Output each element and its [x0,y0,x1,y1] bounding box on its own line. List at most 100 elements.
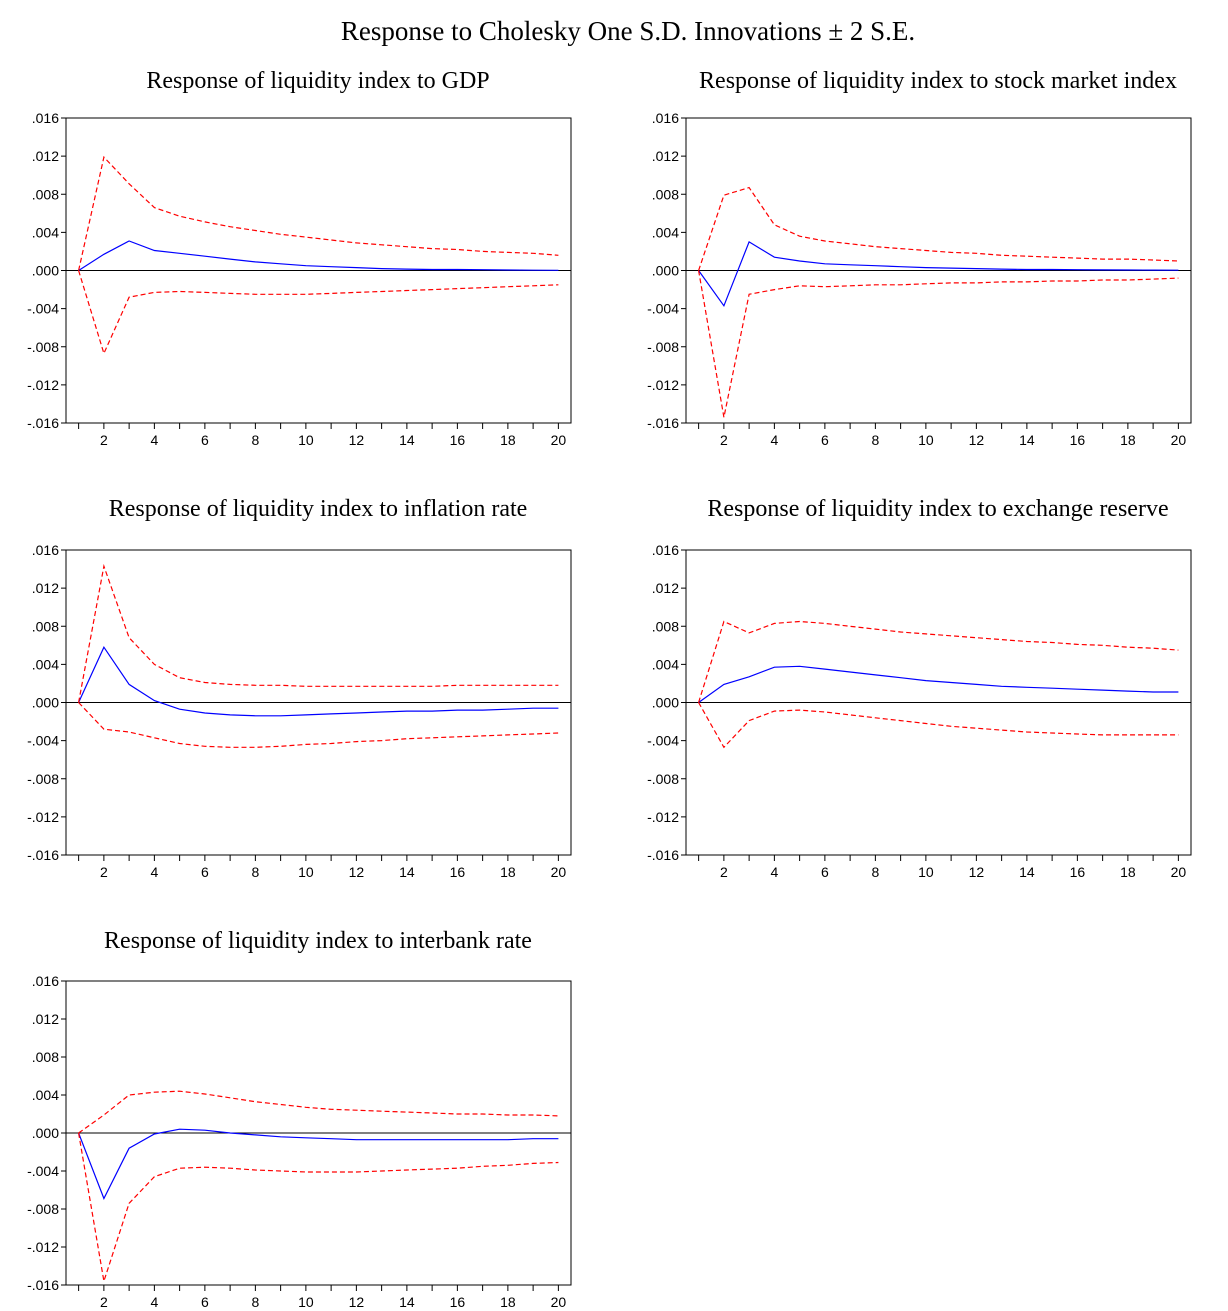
y-tick-label: .012 [652,148,679,164]
x-tick-label: 2 [100,1294,108,1310]
x-tick-label: 4 [150,864,158,880]
x-tick-label: 2 [100,864,108,880]
panel-title: Response of liquidity index to stock mar… [699,68,1177,94]
x-tick-label: 6 [201,864,209,880]
chart-panel: Response of liquidity index to inflation… [27,496,572,880]
lower-band-line [78,270,559,356]
y-tick-label: -.016 [27,1277,59,1293]
x-tick-label: 16 [1070,432,1086,448]
y-tick-label: -.012 [27,1239,59,1255]
x-tick-label: 12 [969,432,985,448]
y-tick-label: -.004 [27,733,59,749]
x-tick-label: 10 [298,432,314,448]
y-tick-label: -.004 [647,733,679,749]
x-tick-label: 4 [770,864,778,880]
y-tick-label: .000 [652,695,679,711]
y-tick-label: .016 [32,542,59,558]
chart-panels: Response of liquidity index to GDP .016 .0… [27,68,1192,1310]
y-tick-label: .004 [652,224,679,240]
x-tick-label: 18 [1120,432,1136,448]
y-tick-label: .000 [652,263,679,279]
response-line [78,1128,559,1200]
lower-band-line [78,702,559,748]
y-tick-label: .008 [32,618,59,634]
upper-band-line [78,155,559,271]
x-tick-label: 14 [399,864,415,880]
y-tick-label: .016 [652,542,679,558]
x-tick-label: 18 [1120,864,1136,880]
y-tick-label: -.016 [647,415,679,431]
x-tick-label: 14 [399,432,415,448]
x-tick-label: 20 [551,432,567,448]
x-tick-label: 18 [500,1294,516,1310]
x-tick-label: 2 [100,432,108,448]
x-tick-label: 12 [969,864,985,880]
x-tick-label: 10 [918,432,934,448]
y-tick-label: -.016 [27,847,59,863]
y-tick-label: -.008 [27,339,59,355]
y-tick-label: -.008 [27,771,59,787]
y-tick-label: .016 [32,973,59,989]
y-tick-label: .004 [32,1087,59,1103]
x-tick-label: 8 [871,432,879,448]
response-line [698,241,1179,308]
x-tick-label: 10 [298,1294,314,1310]
x-tick-label: 16 [450,432,466,448]
x-tick-label: 6 [821,432,829,448]
lower-band-line [698,702,1179,749]
chart-panel: Response of liquidity index to GDP .016 .0… [27,68,572,448]
chart-panel: Response of liquidity index to interbank… [27,928,572,1310]
lower-band-line [698,270,1179,418]
y-tick-label: .000 [32,1125,59,1141]
y-tick-label: .008 [652,618,679,634]
panel-title: Response of liquidity index to GDP [146,68,489,94]
x-tick-label: 12 [349,432,365,448]
upper-band-line [698,186,1179,271]
y-tick-label: .008 [32,186,59,202]
x-tick-label: 8 [251,864,259,880]
x-tick-label: 16 [1070,864,1086,880]
y-tick-label: .012 [652,580,679,596]
x-tick-label: 4 [770,432,778,448]
x-tick-label: 16 [450,1294,466,1310]
x-tick-label: 6 [201,432,209,448]
x-tick-label: 20 [1171,864,1187,880]
x-tick-label: 14 [1019,432,1035,448]
y-tick-label: .008 [32,1049,59,1065]
x-tick-label: 18 [500,864,516,880]
x-tick-label: 4 [150,432,158,448]
y-tick-label: -.016 [27,415,59,431]
y-tick-label: -.004 [27,301,59,317]
x-tick-label: 20 [1171,432,1187,448]
y-tick-label: -.012 [647,809,679,825]
x-tick-label: 14 [399,1294,415,1310]
y-tick-label: .000 [32,263,59,279]
y-tick-label: -.012 [27,377,59,393]
y-tick-label: .012 [32,580,59,596]
x-tick-label: 20 [551,1294,567,1310]
y-tick-label: -.012 [27,809,59,825]
upper-band-line [78,1090,559,1134]
response-line [698,665,1179,703]
y-tick-label: .004 [652,656,679,672]
x-tick-label: 12 [349,1294,365,1310]
chart-panel: Response of liquidity index to stock mar… [647,68,1192,448]
upper-band-line [698,620,1179,703]
y-tick-label: -.004 [647,301,679,317]
x-tick-label: 16 [450,864,466,880]
panel-title: Response of liquidity index to inflation… [109,496,528,522]
panel-title: Response of liquidity index to exchange … [707,496,1168,522]
lower-band-line [78,1132,559,1282]
x-tick-label: 10 [918,864,934,880]
y-tick-label: .016 [652,110,679,126]
x-tick-label: 18 [500,432,516,448]
y-tick-label: -.008 [27,1201,59,1217]
x-tick-label: 20 [551,864,567,880]
upper-band-line [78,563,559,703]
y-tick-label: .012 [32,1011,59,1027]
x-tick-label: 6 [821,864,829,880]
x-tick-label: 8 [251,432,259,448]
response-line [78,240,559,272]
x-tick-label: 2 [720,432,728,448]
